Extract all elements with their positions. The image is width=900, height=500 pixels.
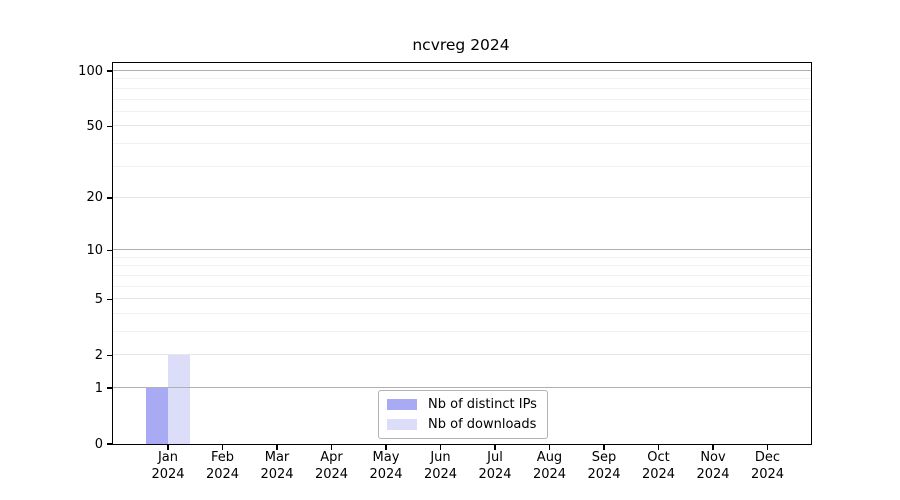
x-tick-label-oct: Oct 2024 — [641, 450, 676, 482]
gridline-y-70 — [113, 98, 811, 100]
y-tick-label-0: 0 — [94, 436, 103, 452]
y-tick-label-100: 100 — [78, 63, 103, 79]
x-tick-jan — [167, 445, 169, 451]
legend-label-downloads: Nb of downloads — [428, 417, 537, 432]
x-tick-label-jul: Jul 2024 — [478, 450, 512, 482]
y-tick-100 — [106, 70, 112, 72]
legend-swatch-distinct-ips — [387, 399, 417, 410]
y-tick-label-1: 1 — [94, 380, 103, 396]
x-tick-oct — [657, 445, 660, 451]
gridline-y-2 — [113, 354, 811, 356]
y-tick-1 — [106, 387, 112, 389]
gridline-y-40 — [113, 142, 811, 144]
legend-entry-downloads: Nb of downloads — [387, 417, 537, 432]
x-tick-label-dec: Dec 2024 — [750, 450, 785, 482]
y-tick-label-50: 50 — [86, 118, 103, 134]
x-tick-label-mar: Mar 2024 — [260, 450, 294, 482]
y-tick-10 — [106, 249, 112, 251]
legend-entry-distinct-ips: Nb of distinct IPs — [387, 397, 537, 412]
x-tick-mar — [276, 445, 278, 451]
y-tick-50 — [106, 125, 112, 127]
y-tick-2 — [106, 354, 112, 356]
y-tick-label-20: 20 — [86, 190, 103, 206]
gridline-y-30 — [113, 165, 811, 167]
gridline-y-10 — [113, 249, 811, 251]
x-tick-label-nov: Nov 2024 — [696, 450, 730, 482]
x-tick-nov — [712, 445, 714, 451]
x-tick-may — [385, 445, 387, 451]
gridline-y-5 — [113, 298, 811, 300]
y-tick-label-5: 5 — [94, 291, 103, 307]
x-tick-jul — [494, 445, 496, 451]
x-tick-aug — [548, 445, 551, 451]
gridline-y-100 — [113, 70, 811, 71]
x-tick-label-may: May 2024 — [369, 450, 403, 482]
legend-label-distinct-ips: Nb of distinct IPs — [428, 397, 537, 412]
y-tick-label-2: 2 — [94, 347, 103, 363]
x-tick-label-feb: Feb 2024 — [205, 450, 240, 482]
gridline-y-8 — [113, 265, 811, 267]
gridline-y-3 — [113, 331, 811, 332]
x-tick-feb — [221, 445, 224, 451]
x-tick-label-jan: Jan 2024 — [151, 450, 185, 482]
gridline-y-60 — [113, 110, 811, 112]
plot-area: 0 1 2 5 10 20 50 100 Jan 2024 Feb 2024 Mar 2024 Apr… — [78, 62, 812, 482]
gridline-y-4 — [113, 312, 811, 314]
gridline-y-1 — [113, 387, 811, 388]
y-tick-5 — [106, 298, 112, 300]
bar-downloads-jan — [168, 355, 190, 444]
legend-swatch-downloads — [387, 419, 417, 430]
x-tick-label-sep: Sep 2024 — [587, 450, 621, 482]
y-tick-0 — [106, 443, 112, 445]
gridline-y-6 — [113, 285, 811, 287]
y-tick-label-10: 10 — [86, 242, 103, 258]
gridline-y-90 — [113, 78, 811, 80]
x-tick-label-jun: Jun 2024 — [423, 450, 458, 482]
x-tick-sep — [603, 445, 605, 451]
bar-distinct-ips-jan — [146, 388, 168, 444]
x-tick-label-apr: Apr 2024 — [314, 450, 349, 482]
legend: Nb of distinct IPs Nb of downloads — [378, 390, 548, 439]
chart-title: ncvreg 2024 — [412, 36, 510, 54]
y-tick-20 — [106, 197, 112, 199]
x-tick-jun — [439, 445, 442, 451]
x-tick-apr — [330, 445, 333, 451]
gridline-y-20 — [113, 196, 811, 198]
gridline-y-50 — [113, 125, 811, 127]
x-tick-label-aug: Aug 2024 — [532, 450, 567, 482]
gridline-y-7 — [113, 274, 811, 276]
gridline-y-80 — [113, 87, 811, 89]
gridline-y-9 — [113, 256, 811, 258]
x-tick-dec — [766, 445, 769, 451]
